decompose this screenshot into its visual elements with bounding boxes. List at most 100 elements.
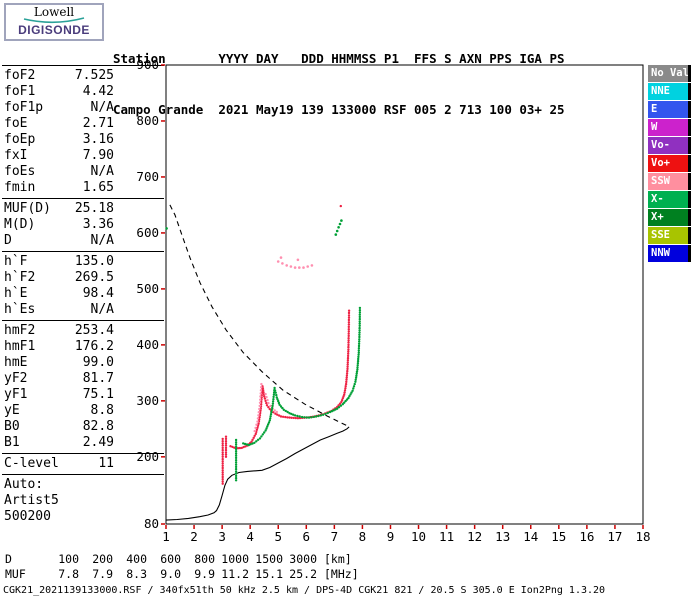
param-label: Artist5 bbox=[4, 493, 59, 508]
muf-unit: [MHz] bbox=[324, 567, 359, 581]
logo-digisonde-text: DIGISONDE bbox=[18, 23, 90, 37]
distance-row: D 100 200 400 600 800 1000 1500 3000 [km… bbox=[5, 552, 359, 567]
scaled-characteristics-panel: foF2 7.525 foF1 4.42 foF1p N/A foE 2.71 foEp… bbox=[2, 63, 164, 525]
x-tick-label: 7 bbox=[331, 529, 339, 544]
param-label: foF2 bbox=[4, 68, 36, 83]
param-row-foEp: foEp 3.16 bbox=[2, 132, 114, 148]
muf-value: 25.2 bbox=[289, 567, 317, 581]
y-tick-label: 400 bbox=[136, 337, 159, 352]
x-tick-label: 2 bbox=[190, 529, 198, 544]
param-label: B0 bbox=[4, 419, 20, 434]
param-row-D: D N/A bbox=[2, 233, 114, 249]
param-label: h`F2 bbox=[4, 270, 36, 285]
x-tick-label: 6 bbox=[303, 529, 311, 544]
param-label: MUF(D) bbox=[4, 201, 51, 216]
param-value: 176.2 bbox=[74, 339, 114, 354]
param-row-c-level: C-level 11 bbox=[2, 456, 114, 472]
x-tick-label: 12 bbox=[467, 529, 482, 544]
divider bbox=[2, 251, 164, 252]
param-label: hmF1 bbox=[4, 339, 36, 354]
legend-item-x-minus: X- bbox=[648, 191, 691, 208]
x-tick-label: 9 bbox=[387, 529, 395, 544]
legend-item-w: W bbox=[648, 119, 691, 136]
param-label: B1 bbox=[4, 435, 20, 450]
param-label: M(D) bbox=[4, 217, 36, 232]
distance-value: 200 bbox=[92, 552, 113, 566]
legend-item-vo-minus: Vo- bbox=[648, 137, 691, 154]
divider bbox=[2, 320, 164, 321]
param-value: 2.49 bbox=[82, 435, 114, 450]
legend-item-ssw: SSW bbox=[648, 173, 691, 190]
lowell-digisonde-logo: Lowell DIGISONDE bbox=[4, 3, 104, 41]
o-second-hop bbox=[276, 256, 314, 269]
param-value: 3.16 bbox=[82, 132, 114, 147]
divider bbox=[2, 65, 164, 66]
param-row-hEs: h`Es N/A bbox=[2, 302, 114, 318]
legend-item-e: E bbox=[648, 101, 691, 118]
param-label: yE bbox=[4, 403, 20, 418]
param-value: 7.525 bbox=[74, 68, 114, 83]
param-label: Auto: bbox=[4, 477, 44, 492]
param-row-hmF2: hmF2 253.4 bbox=[2, 323, 114, 339]
param-row-foEs: foEs N/A bbox=[2, 164, 114, 180]
param-row-hF2: h`F2 269.5 bbox=[2, 270, 114, 286]
distance-row-label: D bbox=[5, 552, 12, 566]
param-value: 75.1 bbox=[82, 387, 114, 402]
param-value: 82.8 bbox=[82, 419, 114, 434]
profile-extrapolated-dashed bbox=[169, 204, 350, 428]
o-mode-trace bbox=[221, 204, 351, 485]
param-value: 98.4 bbox=[82, 286, 114, 301]
param-row-foE: foE 2.71 bbox=[2, 116, 114, 132]
true-height-profile bbox=[165, 426, 350, 521]
param-label: foE bbox=[4, 116, 28, 131]
param-label: fmin bbox=[4, 180, 36, 195]
y-tick-label: 300 bbox=[136, 393, 159, 408]
header-field-names: Station YYYY DAY DDD HHMMSS P1 FFS S AXN… bbox=[113, 51, 565, 66]
param-label: fxI bbox=[4, 148, 28, 163]
distance-value: 800 bbox=[194, 552, 215, 566]
x-tick-label: 18 bbox=[635, 529, 650, 544]
x-tick-label: 3 bbox=[218, 529, 226, 544]
echo-status-legend: No Val NNE E W Vo- Vo+ SSW X- X+ SSE NNW bbox=[648, 65, 691, 263]
muf-row-label: MUF bbox=[5, 567, 26, 581]
y-tick-label: 600 bbox=[136, 225, 159, 240]
param-label: D bbox=[4, 233, 12, 248]
param-row-hE: h`E 98.4 bbox=[2, 286, 114, 302]
legend-item-noval: No Val bbox=[648, 65, 691, 82]
param-label: foEp bbox=[4, 132, 36, 147]
param-label: C-level bbox=[4, 456, 59, 471]
y-tick-label: 80 bbox=[144, 516, 159, 531]
param-label: hmF2 bbox=[4, 323, 36, 338]
param-row-foF1p: foF1p N/A bbox=[2, 100, 114, 116]
x-tick-label: 15 bbox=[551, 529, 566, 544]
x-second-hop bbox=[165, 219, 343, 236]
muf-value: 9.0 bbox=[160, 567, 181, 581]
param-label: h`Es bbox=[4, 302, 36, 317]
param-value: 1.65 bbox=[82, 180, 114, 195]
distance-unit: [km] bbox=[324, 552, 352, 566]
x-tick-label: 10 bbox=[411, 529, 426, 544]
param-value: N/A bbox=[90, 100, 114, 115]
param-value: 253.4 bbox=[74, 323, 114, 338]
distance-value: 400 bbox=[126, 552, 147, 566]
param-value: 4.42 bbox=[82, 84, 114, 99]
param-row-foF1: foF1 4.42 bbox=[2, 84, 114, 100]
x-tick-label: 13 bbox=[495, 529, 510, 544]
muf-value: 7.8 bbox=[58, 567, 79, 581]
muf-value: 15.1 bbox=[255, 567, 283, 581]
distance-value: 100 bbox=[58, 552, 79, 566]
param-row-hF: h`F 135.0 bbox=[2, 254, 114, 270]
param-label: yF1 bbox=[4, 387, 28, 402]
muf-distance-table: D 100 200 400 600 800 1000 1500 3000 [km… bbox=[5, 552, 359, 582]
x-mode-trace bbox=[234, 306, 362, 482]
param-row-hmF1: hmF1 176.2 bbox=[2, 339, 114, 355]
param-row-B1: B1 2.49 bbox=[2, 435, 114, 451]
divider bbox=[2, 474, 164, 475]
param-row-fmin: fmin 1.65 bbox=[2, 180, 114, 196]
muf-row: MUF 7.8 7.9 8.3 9.0 9.9 11.2 15.1 25.2 [… bbox=[5, 567, 359, 582]
x-tick-label: 11 bbox=[439, 529, 454, 544]
y-tick-label: 800 bbox=[136, 113, 159, 128]
distance-value: 3000 bbox=[289, 552, 317, 566]
legend-item-nne: NNE bbox=[648, 83, 691, 100]
